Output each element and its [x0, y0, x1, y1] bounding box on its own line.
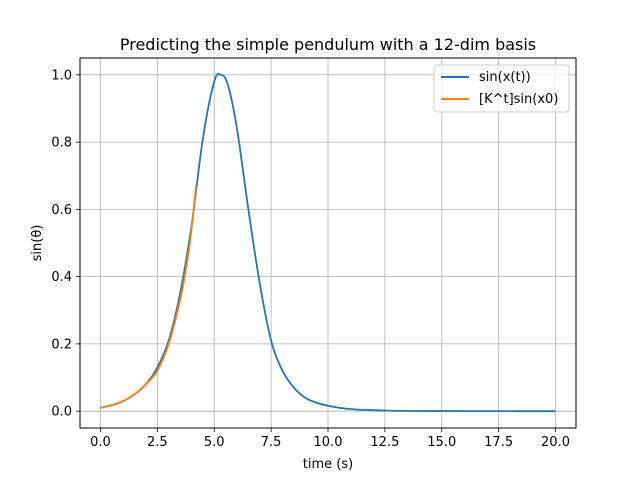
- x-tick-label: 15.0: [427, 435, 456, 450]
- legend: sin(x(t)) [K^t]sin(x0): [433, 64, 570, 113]
- y-tick-label: 0.6: [51, 203, 72, 218]
- x-tick-label: 7.5: [261, 435, 282, 450]
- legend-label-series-1: sin(x(t)): [479, 70, 531, 85]
- axis-ticks: 0.0 2.5 5.0 7.5 10.0 12.5 15.0 17.5 20.0 0.0 0.2 0.…: [51, 68, 570, 450]
- x-tick-label: 20.0: [541, 435, 570, 450]
- x-tick-label: 0.0: [90, 435, 111, 450]
- y-axis-label: sin(θ): [30, 225, 45, 262]
- x-tick-label: 10.0: [314, 435, 343, 450]
- y-tick-label: 0.2: [51, 337, 72, 352]
- chart-title: Predicting the simple pendulum with a 12…: [120, 35, 536, 54]
- series-line-1: [100, 72, 556, 413]
- x-tick-label: 5.0: [204, 435, 225, 450]
- y-tick-label: 1.0: [51, 68, 72, 83]
- series-line-2: [100, 185, 197, 409]
- x-axis-label: time (s): [303, 457, 353, 472]
- legend-label-series-2: [K^t]sin(x0): [479, 92, 558, 107]
- y-tick-label: 0.4: [51, 270, 72, 285]
- x-tick-label: 2.5: [147, 435, 168, 450]
- x-tick-label: 12.5: [370, 435, 399, 450]
- y-tick-label: 0.8: [51, 136, 72, 151]
- y-tick-label: 0.0: [51, 405, 72, 420]
- x-tick-label: 17.5: [484, 435, 513, 450]
- plot-series: [100, 72, 556, 413]
